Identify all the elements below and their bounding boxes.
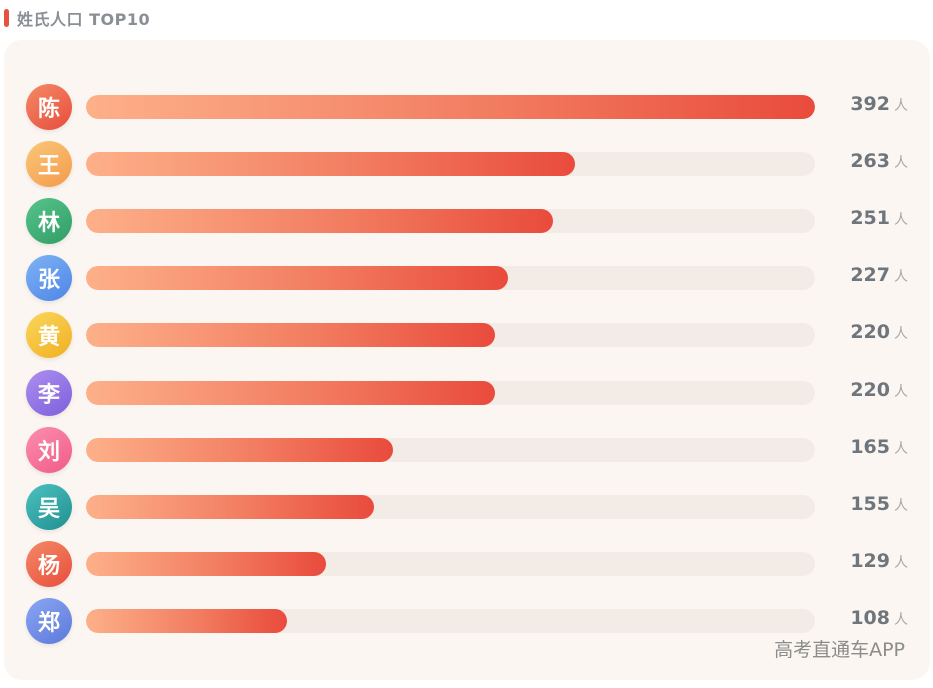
bar-track bbox=[86, 323, 815, 348]
bar-fill bbox=[86, 608, 287, 633]
bar-fill bbox=[86, 494, 375, 519]
bar-track bbox=[86, 209, 815, 234]
bar-track bbox=[86, 266, 815, 291]
surname-avatar: 黄 bbox=[26, 312, 72, 359]
value-label: 251 人 bbox=[850, 207, 908, 235]
bar-row-7: 刘 165 人 bbox=[4, 426, 930, 474]
value-number: 129 bbox=[850, 549, 890, 572]
value-label: 263 人 bbox=[850, 150, 908, 178]
bar-row-4: 张 227 人 bbox=[4, 254, 930, 302]
bar-row-8: 吴 155 人 bbox=[4, 483, 930, 531]
value-label: 155 人 bbox=[850, 493, 908, 521]
value-label: 165 人 bbox=[850, 436, 908, 464]
bar-fill bbox=[86, 380, 496, 405]
value-number: 220 bbox=[850, 321, 890, 344]
value-label: 227 人 bbox=[850, 264, 908, 292]
value-number: 108 bbox=[850, 606, 890, 629]
value-unit: 人 bbox=[894, 497, 908, 514]
surname-avatar: 张 bbox=[26, 255, 72, 302]
title-accent-bar bbox=[4, 9, 9, 27]
surname-avatar: 林 bbox=[26, 198, 72, 245]
bar-row-2: 王 263 人 bbox=[4, 140, 930, 188]
bar-fill bbox=[86, 437, 393, 462]
surname-avatar: 刘 bbox=[26, 426, 72, 473]
bar-track bbox=[86, 551, 815, 576]
chart-card: 陈 392 人王 263 人林 251 人张 227 人黄 220 人李 220 人刘 165 人吴 155 人… bbox=[4, 40, 930, 680]
bar-fill bbox=[86, 323, 496, 348]
value-label: 108 人 bbox=[850, 607, 908, 635]
value-unit: 人 bbox=[894, 212, 908, 229]
bar-row-10: 郑 108 人 bbox=[4, 597, 930, 645]
chart-title-text: 姓氏人口 TOP10 bbox=[17, 10, 151, 29]
value-unit: 人 bbox=[894, 383, 908, 400]
value-unit: 人 bbox=[894, 98, 908, 114]
value-label: 220 人 bbox=[850, 379, 908, 407]
value-number: 220 bbox=[850, 378, 890, 401]
value-label: 392 人 bbox=[850, 93, 908, 121]
value-unit: 人 bbox=[894, 155, 908, 172]
value-number: 392 bbox=[850, 93, 890, 115]
bar-fill bbox=[86, 152, 576, 177]
surname-avatar: 陈 bbox=[26, 84, 72, 130]
bar-row-5: 黄 220 人 bbox=[4, 311, 930, 359]
bar-track bbox=[86, 152, 815, 177]
bar-track bbox=[86, 380, 815, 405]
value-label: 220 人 bbox=[850, 321, 908, 349]
bar-track bbox=[86, 437, 815, 462]
bar-track bbox=[86, 608, 815, 633]
bar-track bbox=[86, 95, 815, 119]
value-unit: 人 bbox=[894, 269, 908, 286]
bar-row-6: 李 220 人 bbox=[4, 369, 930, 417]
value-unit: 人 bbox=[894, 440, 908, 457]
value-label: 129 人 bbox=[850, 550, 908, 578]
surname-avatar: 吴 bbox=[26, 483, 72, 530]
bar-fill bbox=[86, 95, 815, 119]
surname-avatar: 郑 bbox=[26, 597, 72, 644]
watermark-text: 高考直通车APP bbox=[774, 639, 905, 661]
value-number: 251 bbox=[850, 207, 890, 230]
bar-row-3: 林 251 人 bbox=[4, 197, 930, 245]
value-number: 263 bbox=[850, 150, 890, 173]
value-number: 227 bbox=[850, 264, 890, 287]
bar-row-9: 杨 129 人 bbox=[4, 540, 930, 588]
bar-fill bbox=[86, 209, 553, 234]
value-number: 165 bbox=[850, 435, 890, 458]
surname-avatar: 王 bbox=[26, 141, 72, 188]
value-unit: 人 bbox=[894, 554, 908, 571]
value-unit: 人 bbox=[894, 326, 908, 343]
value-number: 155 bbox=[850, 492, 890, 515]
bar-fill bbox=[86, 551, 326, 576]
surname-avatar: 李 bbox=[26, 369, 72, 416]
bar-fill bbox=[86, 266, 509, 291]
chart-title: 姓氏人口 TOP10 bbox=[0, 0, 150, 36]
bar-row-1: 陈 392 人 bbox=[4, 83, 930, 131]
value-unit: 人 bbox=[894, 611, 908, 628]
bar-track bbox=[86, 494, 815, 519]
surname-avatar: 杨 bbox=[26, 540, 72, 587]
